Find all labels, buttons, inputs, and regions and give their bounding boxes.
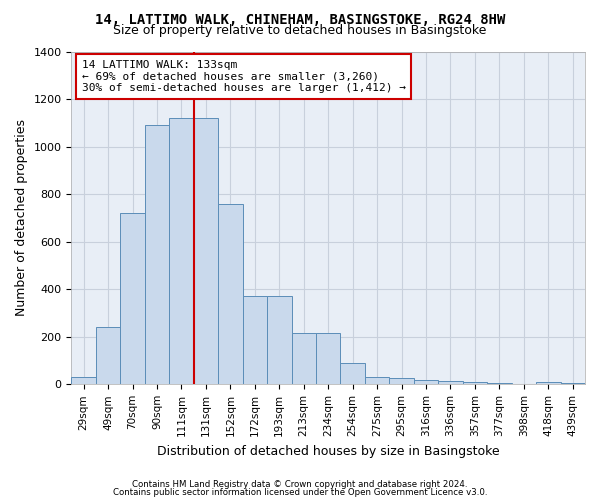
- Bar: [194, 118, 218, 384]
- Bar: [242, 296, 267, 384]
- Bar: [340, 363, 365, 384]
- Bar: [414, 380, 438, 384]
- Bar: [316, 333, 340, 384]
- Bar: [463, 382, 487, 384]
- Text: 14, LATTIMO WALK, CHINEHAM, BASINGSTOKE, RG24 8HW: 14, LATTIMO WALK, CHINEHAM, BASINGSTOKE,…: [95, 12, 505, 26]
- Bar: [218, 204, 242, 384]
- Bar: [536, 382, 560, 384]
- Bar: [365, 377, 389, 384]
- Y-axis label: Number of detached properties: Number of detached properties: [15, 120, 28, 316]
- X-axis label: Distribution of detached houses by size in Basingstoke: Distribution of detached houses by size …: [157, 444, 500, 458]
- Bar: [560, 383, 585, 384]
- Bar: [438, 381, 463, 384]
- Bar: [145, 125, 169, 384]
- Text: Contains HM Land Registry data © Crown copyright and database right 2024.: Contains HM Land Registry data © Crown c…: [132, 480, 468, 489]
- Bar: [71, 377, 96, 384]
- Bar: [96, 328, 121, 384]
- Text: 14 LATTIMO WALK: 133sqm
← 69% of detached houses are smaller (3,260)
30% of semi: 14 LATTIMO WALK: 133sqm ← 69% of detache…: [82, 60, 406, 93]
- Bar: [267, 296, 292, 384]
- Bar: [292, 333, 316, 384]
- Bar: [169, 118, 194, 384]
- Bar: [389, 378, 414, 384]
- Text: Contains public sector information licensed under the Open Government Licence v3: Contains public sector information licen…: [113, 488, 487, 497]
- Text: Size of property relative to detached houses in Basingstoke: Size of property relative to detached ho…: [113, 24, 487, 37]
- Bar: [121, 213, 145, 384]
- Bar: [487, 383, 512, 384]
